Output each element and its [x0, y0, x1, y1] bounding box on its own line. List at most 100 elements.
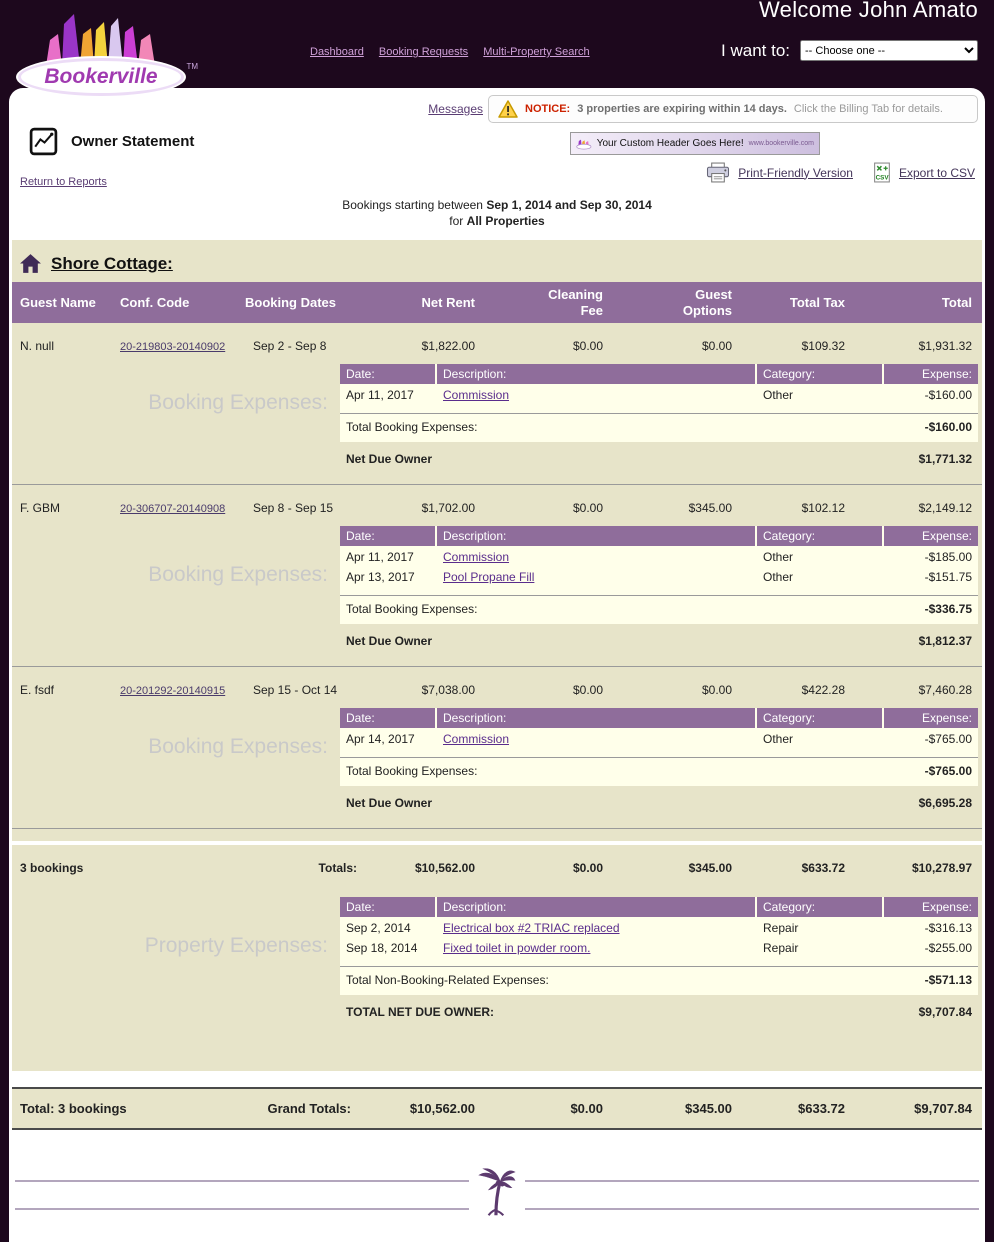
expense-description-link[interactable]: Pool Propane Fill: [443, 570, 535, 585]
expense-amount: -$160.00: [924, 388, 972, 403]
total-net-due-owner-row: TOTAL NET DUE OWNER: $9,707.84: [340, 995, 978, 1027]
banner-url: www.bookerville.com: [748, 140, 814, 147]
expense-date: Sep 18, 2014: [346, 941, 418, 956]
bookerville-logo[interactable]: Bookerville TM: [16, 6, 198, 106]
conf-code-link[interactable]: 20-201292-20140915: [120, 685, 226, 698]
total-value: $1,931.32: [918, 339, 972, 354]
expenses-table-header: Date: Description: Category: Expense:: [340, 364, 978, 385]
report-actions: Print-Friendly Version CSV Export to CSV: [705, 162, 975, 183]
total-value: $2,149.12: [918, 501, 972, 516]
brand-tm: TM: [186, 62, 198, 71]
top-nav: Dashboard Booking Requests Multi-Propert…: [310, 46, 602, 58]
expenses-total-row: Total Booking Expenses: -$160.00: [340, 413, 978, 437]
banner-mini-logo-icon: [576, 139, 592, 150]
net-due-owner-row: Net Due Owner $1,812.37: [340, 624, 978, 656]
totals-net-rent: $10,562.00: [414, 861, 475, 876]
export-csv-link[interactable]: Export to CSV: [898, 165, 975, 180]
expenses-total-row: Total Booking Expenses: -$765.00: [340, 757, 978, 781]
totals-cleaning-fee: $0.00: [572, 861, 603, 876]
page-footer: [9, 1164, 985, 1238]
net-due-amount: $6,695.28: [918, 796, 972, 811]
notice-banner: NOTICE: 3 properties are expiring within…: [488, 95, 978, 123]
expense-description-link[interactable]: Commission: [443, 732, 510, 747]
booking-separator: [12, 828, 982, 830]
custom-header-banner: Your Custom Header Goes Here! www.booker…: [570, 132, 820, 155]
site-header: Welcome John Amato Bookerville TM Dashbo…: [0, 0, 994, 96]
expense-date: Apr 14, 2017: [346, 732, 415, 747]
page-title-row: Owner Statement: [28, 126, 194, 157]
date-range-summary: Bookings starting between Sep 1, 2014 an…: [9, 198, 985, 229]
nav-booking-requests[interactable]: Booking Requests: [378, 46, 469, 58]
logo-crystals-icon: [46, 14, 155, 66]
expense-row: Apr 14, 2017 Commission Other -$765.00: [340, 728, 978, 748]
expenses-total-label: Total Booking Expenses:: [346, 420, 478, 435]
booking-dates: Sep 2 - Sep 8: [253, 339, 327, 354]
nav-multi-property-search[interactable]: Multi-Property Search: [483, 46, 590, 58]
page-title: Owner Statement: [71, 133, 195, 150]
property-expense-row: Sep 2, 2014 Electrical box #2 TRIAC repl…: [340, 917, 978, 937]
expense-description-link[interactable]: Commission: [443, 388, 510, 403]
home-icon: [20, 254, 41, 273]
expense-category: Other: [763, 388, 794, 403]
booking-separator: [12, 484, 982, 486]
col-total: Total: [941, 294, 972, 310]
exp-col-expense: Expense:: [884, 897, 978, 918]
cleaning-fee-value: $0.00: [572, 501, 603, 516]
property-expense-row: Sep 18, 2014 Fixed toilet in powder room…: [340, 937, 978, 957]
csv-icon-label: CSV: [876, 174, 890, 181]
total-tax-value: $109.32: [801, 339, 845, 354]
booking-expenses-watermark: Booking Expenses:: [148, 735, 328, 759]
banner-text: Your Custom Header Goes Here!: [596, 138, 744, 149]
booking-expenses-watermark: Booking Expenses:: [148, 391, 328, 415]
grand-total-tax: $633.72: [798, 1101, 845, 1117]
exp-col-date: Date:: [340, 708, 435, 729]
conf-code-link[interactable]: 20-219803-20140902: [120, 341, 226, 354]
conf-code-link[interactable]: 20-306707-20140908: [120, 503, 226, 516]
i-want-to-label: I want to:: [721, 40, 790, 60]
expense-date: Apr 11, 2017: [346, 550, 414, 565]
expense-description-link[interactable]: Electrical box #2 TRIAC replaced: [443, 921, 620, 936]
guest-name: N. null: [20, 339, 55, 354]
expense-category: Other: [763, 732, 794, 747]
welcome-text: Welcome John Amato: [759, 0, 978, 22]
grand-cleaning-fee: $0.00: [570, 1101, 603, 1117]
expense-amount: -$185.00: [924, 550, 972, 565]
net-due-amount: $1,812.37: [918, 634, 972, 649]
bookings-table-header: Guest Name Conf. Code Booking Dates Net …: [12, 282, 982, 324]
booking-separator: [12, 666, 982, 668]
expense-date: Apr 13, 2017: [346, 570, 415, 585]
totals-total-tax: $633.72: [801, 861, 845, 876]
guest-name: F. GBM: [20, 501, 61, 516]
expenses-total-amount: -$765.00: [924, 764, 972, 779]
return-to-reports-link[interactable]: Return to Reports: [20, 176, 107, 188]
expenses-total-amount: -$336.75: [924, 602, 972, 617]
grand-totals-label: Grand Totals:: [267, 1101, 351, 1117]
print-action: Print-Friendly Version: [705, 162, 853, 183]
expense-description-link[interactable]: Fixed toilet in powder room.: [443, 941, 591, 956]
totals-guest-options: $345.00: [688, 861, 732, 876]
expenses-table: Date: Description: Category: Expense: Ap…: [340, 526, 978, 625]
booking-expenses-block: Booking Expenses: Date: Description: Cat…: [12, 526, 982, 625]
export-action: CSV Export to CSV: [873, 162, 975, 183]
totals-divider: [12, 841, 982, 846]
col-booking-dates: Booking Dates: [245, 294, 337, 310]
warning-triangle-icon: [498, 100, 518, 118]
total-net-due-label: TOTAL NET DUE OWNER:: [346, 1005, 494, 1020]
expense-amount: -$316.13: [924, 921, 972, 936]
expenses-total-row: Total Booking Expenses: -$336.75: [340, 595, 978, 619]
notice-text: Click the Billing Tab for details.: [793, 103, 943, 115]
guest-name: E. fsdf: [20, 683, 55, 698]
property-expenses-total-amount: -$571.13: [924, 973, 972, 988]
net-due-amount: $1,771.32: [918, 452, 972, 467]
expense-category: Other: [763, 550, 794, 565]
exp-col-category: Category:: [757, 364, 882, 385]
i-want-to-select[interactable]: -- Choose one --: [800, 40, 978, 61]
expenses-total-label: Total Booking Expenses:: [346, 602, 478, 617]
guest-options-value: $0.00: [701, 339, 732, 354]
nav-dashboard[interactable]: Dashboard: [310, 46, 364, 58]
messages-link[interactable]: Messages: [428, 102, 483, 116]
print-friendly-link[interactable]: Print-Friendly Version: [738, 165, 853, 180]
net-due-label: Net Due Owner: [346, 634, 433, 649]
expense-description-link[interactable]: Commission: [443, 550, 510, 565]
net-due-label: Net Due Owner: [346, 452, 433, 467]
